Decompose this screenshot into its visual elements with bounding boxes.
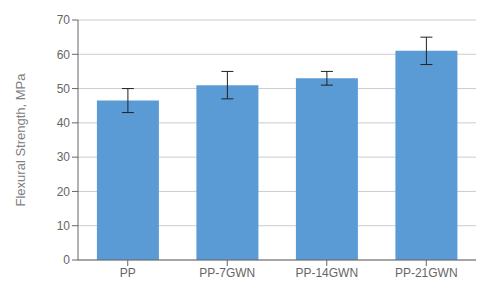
- svg-text:40: 40: [57, 116, 71, 130]
- svg-text:PP: PP: [120, 266, 136, 280]
- svg-text:PP-21GWN: PP-21GWN: [395, 266, 458, 280]
- svg-text:PP-14GWN: PP-14GWN: [295, 266, 358, 280]
- svg-text:30: 30: [57, 150, 71, 164]
- svg-text:Flexural Strength, MPa: Flexural Strength, MPa: [13, 73, 28, 207]
- svg-text:10: 10: [57, 219, 71, 233]
- svg-text:20: 20: [57, 185, 71, 199]
- svg-text:60: 60: [57, 48, 71, 62]
- svg-text:PP-7GWN: PP-7GWN: [199, 266, 255, 280]
- svg-text:70: 70: [57, 13, 71, 27]
- svg-text:50: 50: [57, 82, 71, 96]
- svg-text:0: 0: [63, 253, 70, 267]
